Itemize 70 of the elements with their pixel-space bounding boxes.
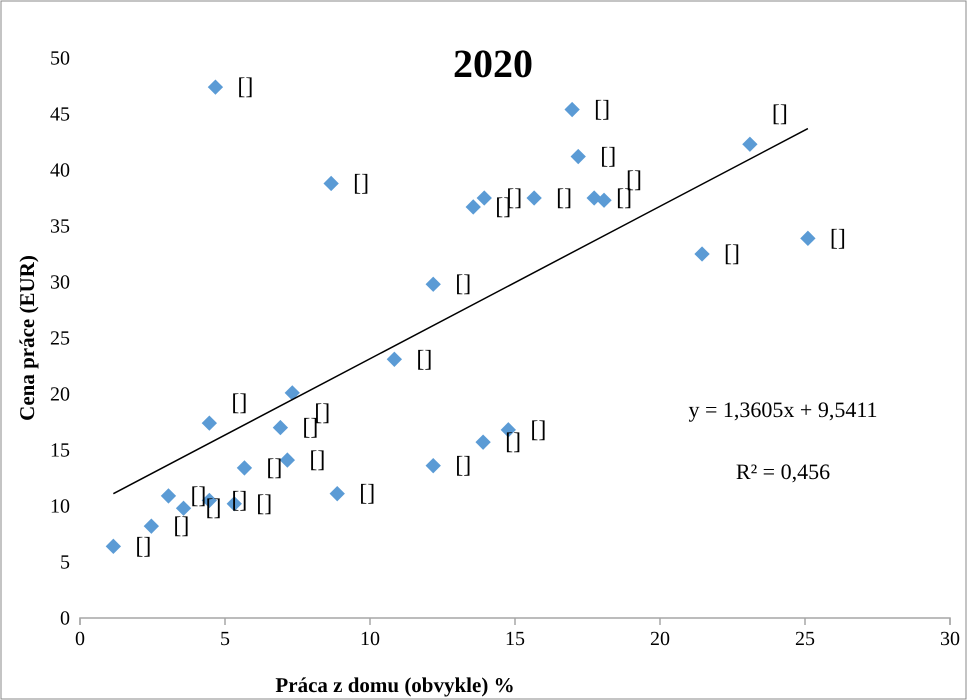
x-tick-label: 30 <box>940 628 960 650</box>
x-axis-title: Práca z domu (obvykle) % <box>275 673 515 697</box>
point <box>236 460 252 476</box>
data-label: [] <box>772 101 788 128</box>
point <box>426 276 441 292</box>
y-tick-label: 45 <box>50 103 70 126</box>
x-tick-label: 25 <box>795 628 815 650</box>
data-label: [] <box>256 490 272 517</box>
x-tick-label: 10 <box>360 628 380 650</box>
point <box>476 190 492 206</box>
point <box>208 79 224 95</box>
point <box>386 352 402 367</box>
point <box>742 136 758 152</box>
data-label: [] <box>594 96 610 123</box>
data-label: [] <box>455 452 472 479</box>
point <box>694 246 710 262</box>
data-label: [] <box>530 416 546 443</box>
data-label: [] <box>135 533 152 560</box>
point <box>144 518 160 534</box>
data-label: [] <box>600 144 616 170</box>
point <box>323 176 339 192</box>
y-tick-label: 40 <box>50 159 70 182</box>
data-label: [] <box>190 482 206 509</box>
y-tick-label: 10 <box>50 495 70 518</box>
data-label: [] <box>830 225 846 252</box>
point <box>272 420 288 436</box>
point <box>596 192 612 208</box>
point <box>475 434 491 450</box>
x-tick-label: 5 <box>220 628 230 650</box>
annotation: y = 1,3605x + 9,5411 <box>688 397 878 422</box>
data-label: [] <box>266 454 282 481</box>
y-tick-label: 30 <box>50 271 70 294</box>
data-label: [] <box>505 429 522 456</box>
y-tick-label: 50 <box>50 47 70 70</box>
annotation: R² = 0,456 <box>736 459 830 484</box>
data-label: [] <box>231 390 248 416</box>
x-tick-label: 0 <box>75 628 85 650</box>
data-label: [] <box>455 271 472 298</box>
data-label: [] <box>359 480 376 507</box>
point <box>330 486 345 502</box>
point <box>570 148 586 164</box>
point <box>160 488 176 504</box>
x-tick-label: 20 <box>650 628 670 650</box>
data-label: [] <box>416 346 432 372</box>
x-tick-label: 15 <box>505 628 525 650</box>
data-label: [] <box>173 513 190 540</box>
point <box>426 458 441 474</box>
y-tick-label: 35 <box>50 215 70 238</box>
point <box>176 500 192 516</box>
y-axis-title: Cena práce (EUR) <box>15 255 39 421</box>
y-tick-label: 20 <box>50 383 70 406</box>
point <box>280 452 296 468</box>
point <box>202 415 218 431</box>
y-tick-label: 15 <box>50 439 70 462</box>
point <box>526 190 542 206</box>
y-tick-label: 25 <box>50 327 70 350</box>
data-label: [] <box>353 170 370 196</box>
data-label: [] <box>556 185 572 211</box>
data-label: [] <box>237 74 254 100</box>
point <box>564 102 580 118</box>
point <box>800 230 816 246</box>
point <box>466 199 481 215</box>
data-label: [] <box>309 447 326 474</box>
point <box>106 538 122 554</box>
point <box>284 385 300 401</box>
chart-title: 2020 <box>453 41 533 86</box>
data-label: [] <box>206 495 222 522</box>
data-label: [] <box>724 241 740 267</box>
y-tick-label: 0 <box>60 607 70 630</box>
y-tick-label: 5 <box>60 551 70 574</box>
